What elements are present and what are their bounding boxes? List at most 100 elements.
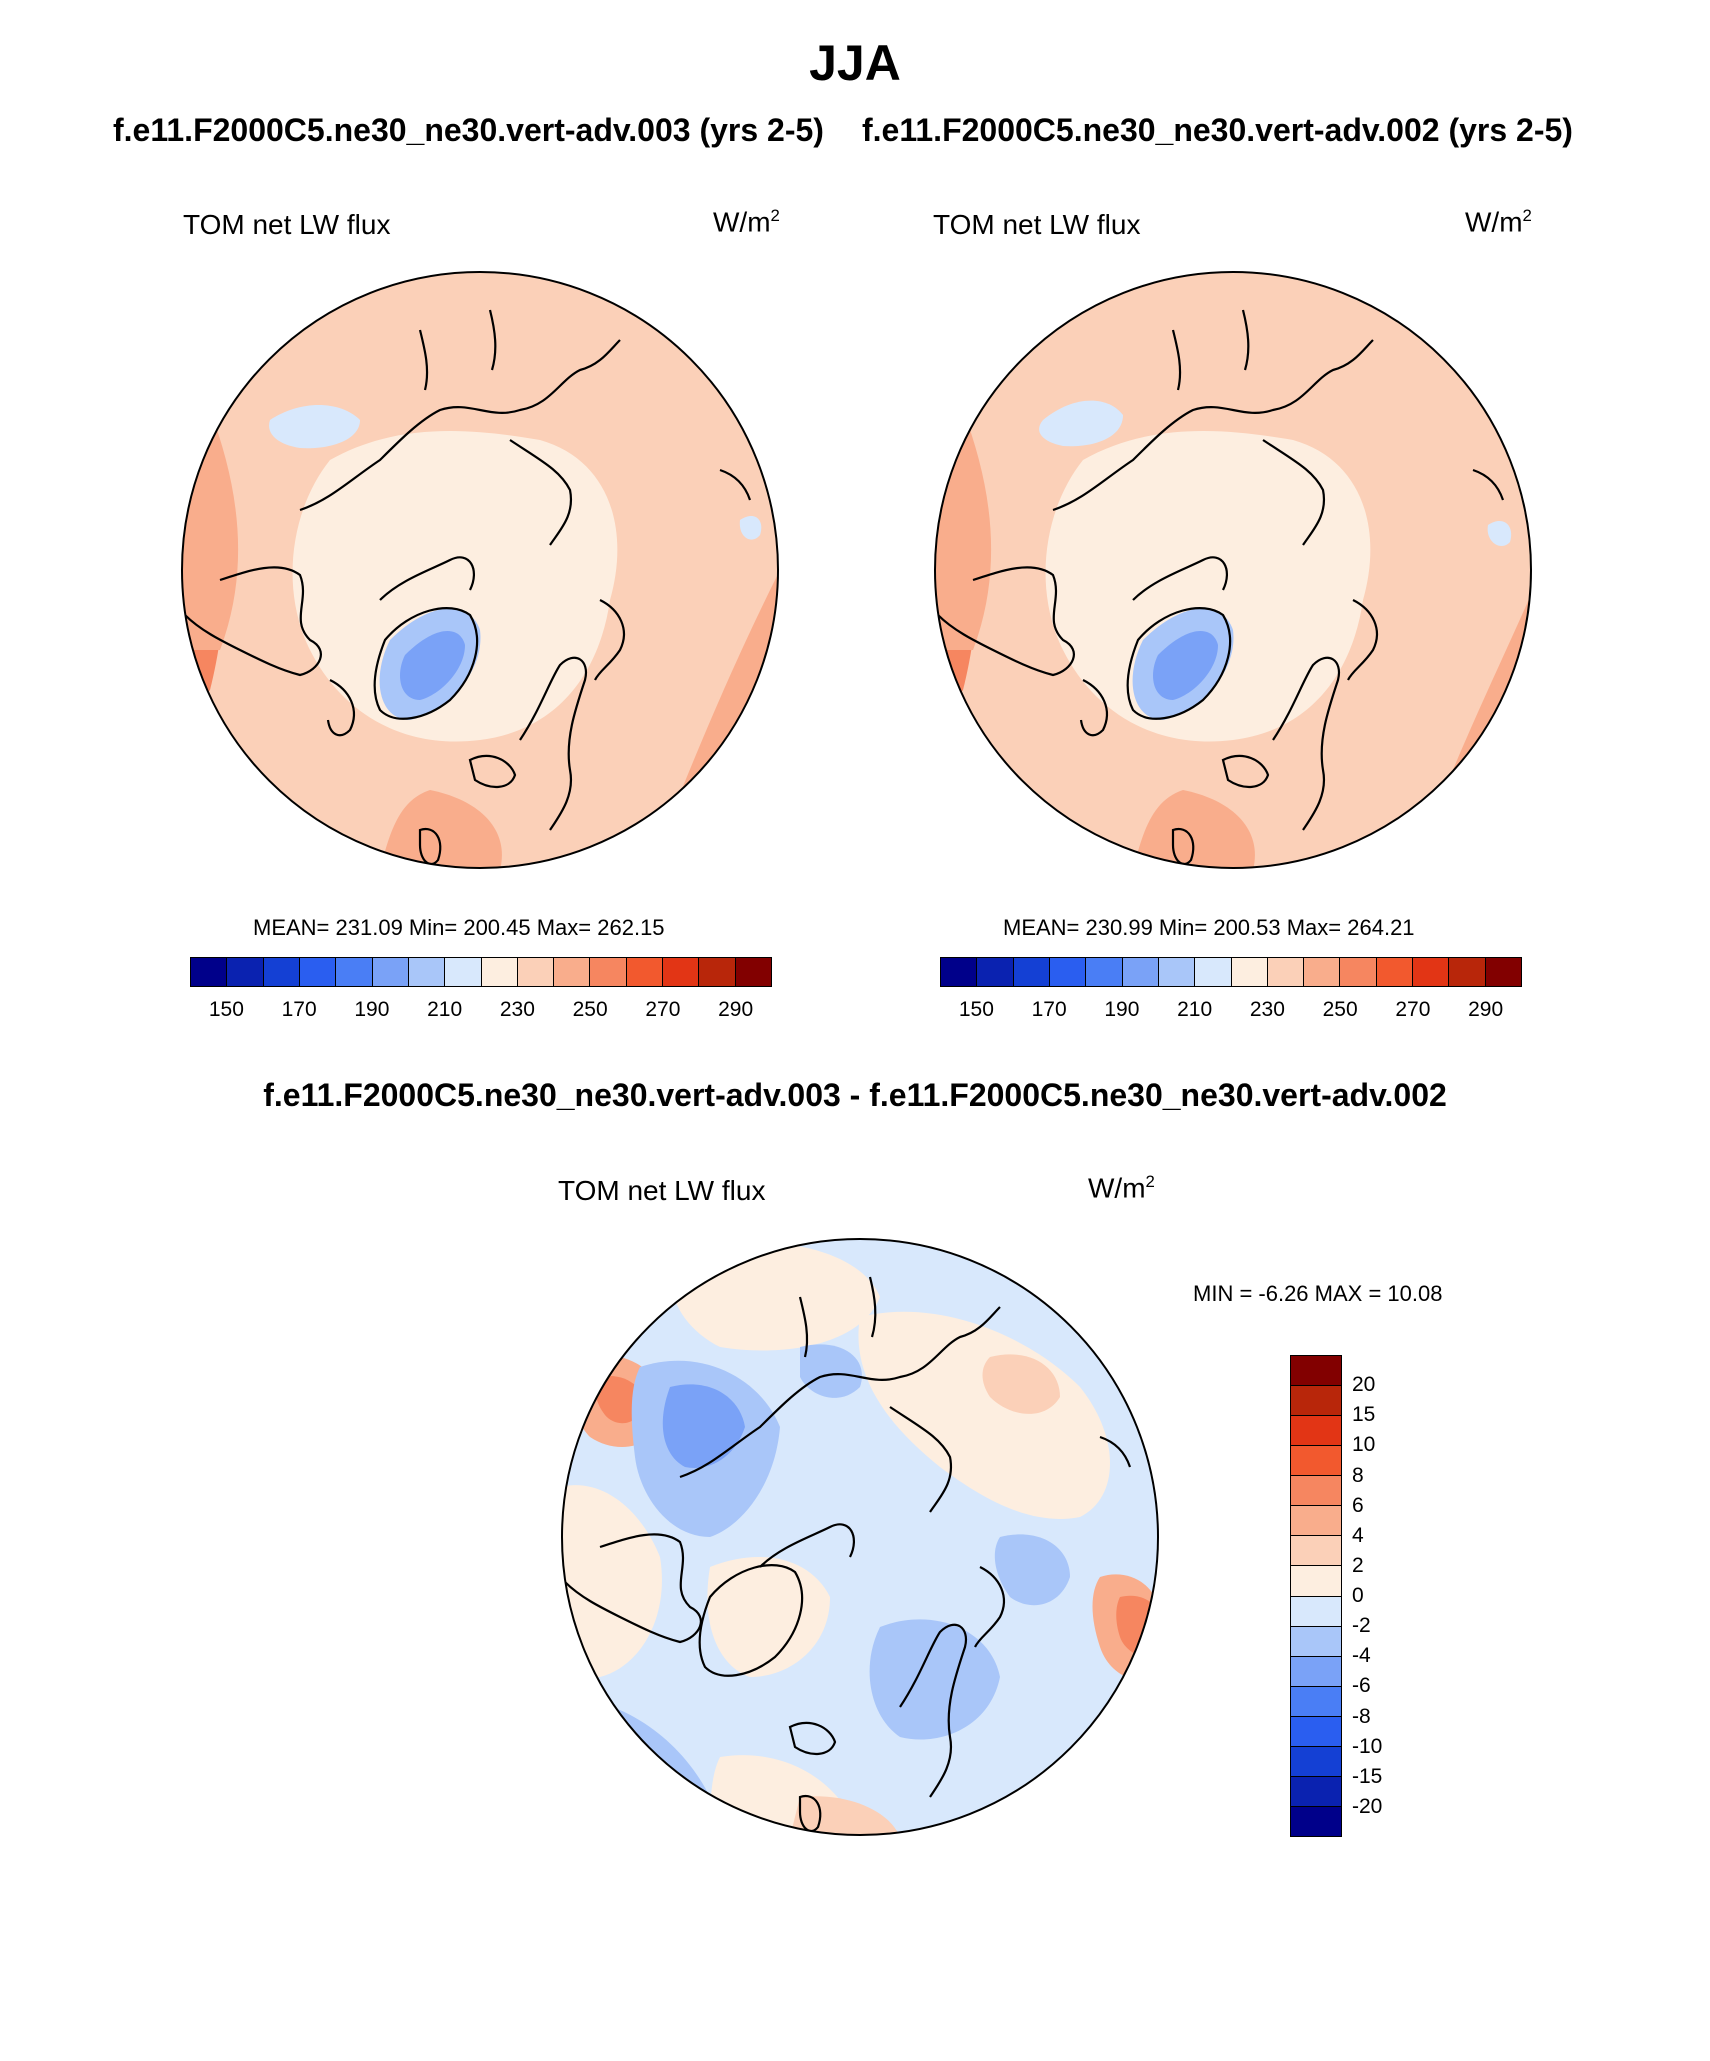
panel2-siberia-cool (1039, 400, 1123, 447)
panel3-map-border (561, 1238, 1159, 1836)
panel2-variable-label: TOM net LW flux (933, 209, 1141, 240)
panel3-colorbar-ticks: 20 15 10 8 6 4 2 0 -2 -4 -6 -8 -10 -15 -20 (1352, 1355, 1432, 1837)
panel2-colorbar (940, 957, 1522, 987)
colorbar-tick-label: -6 (1352, 1674, 1371, 1698)
colorbar-swatch (977, 958, 1014, 986)
colorbar-tick-label: 230 (499, 998, 535, 1021)
colorbar-swatch (1413, 958, 1450, 986)
difference-title: f.e11.F2000C5.ne30_ne30.vert-adv.003 - f… (263, 1077, 1447, 1113)
colorbar-swatch (1291, 1656, 1341, 1687)
colorbar-swatch (1049, 958, 1087, 986)
colorbar-swatch (1291, 1386, 1341, 1417)
colorbar-tick-label: 4 (1352, 1523, 1364, 1547)
panel3-colorbar (1290, 1355, 1342, 1837)
right-case-title: f.e11.F2000C5.ne30_ne30.vert-adv.002 (yr… (862, 112, 1573, 148)
colorbar-swatch (1291, 1626, 1341, 1657)
colorbar-swatch (1231, 958, 1268, 986)
colorbar-swatch (1122, 958, 1159, 986)
colorbar-swatch (263, 958, 300, 986)
colorbar-tick-label: 290 (718, 998, 754, 1021)
panel2-colorbar-ticks: 150 170 190 210 230 250 270 290 (940, 998, 1522, 1028)
colorbar-swatch (336, 958, 373, 986)
colorbar-swatch (554, 958, 591, 986)
colorbar-swatch (191, 958, 228, 986)
colorbar-swatch (1376, 958, 1414, 986)
panel1-europe-warm (380, 790, 502, 868)
panel1-coastlines (184, 309, 752, 866)
colorbar-swatch (1291, 1716, 1341, 1747)
colorbar-swatch (1291, 1686, 1341, 1717)
colorbar-tick-label: -2 (1352, 1614, 1371, 1638)
panel3-canada-cold (662, 1384, 745, 1468)
panel1-colorbar (190, 957, 772, 987)
colorbar-tick-label: 0 (1352, 1584, 1364, 1607)
colorbar-tick-label: 210 (1177, 998, 1213, 1021)
colorbar-swatch (735, 958, 771, 986)
colorbar-tick-label: -20 (1352, 1794, 1383, 1818)
colorbar-swatch (1195, 958, 1232, 986)
colorbar-swatch (1291, 1476, 1341, 1507)
panel2-greenland-cold (1153, 631, 1218, 700)
panel2-map-border (934, 271, 1532, 869)
colorbar-swatch (1086, 958, 1123, 986)
colorbar-swatch (1158, 958, 1196, 986)
colorbar-tick-label: 10 (1352, 1433, 1376, 1457)
colorbar-swatch (663, 958, 700, 986)
colorbar-swatch (699, 958, 736, 986)
panel1-siberia-cool (269, 405, 360, 449)
colorbar-tick-label: 270 (645, 998, 681, 1021)
colorbar-tick-label: -15 (1352, 1764, 1383, 1788)
colorbar-tick-label: 150 (958, 998, 994, 1021)
colorbar-swatch (372, 958, 409, 986)
panel1-greenland-cold (400, 631, 465, 700)
panel3-pacific-warm (858, 1311, 1110, 1519)
colorbar-swatch (1291, 1746, 1341, 1777)
colorbar-tick-label: 170 (281, 998, 317, 1021)
panel2-units: W/m2 (1465, 206, 1532, 238)
colorbar-tick-label: -4 (1352, 1644, 1371, 1668)
colorbar-tick-label: 20 (1352, 1373, 1376, 1397)
colorbar-swatch (1485, 958, 1521, 986)
panel3-variable-label: TOM net LW flux (558, 1175, 766, 1206)
colorbar-swatch (1291, 1596, 1341, 1627)
colorbar-tick-label: 190 (354, 998, 390, 1021)
colorbar-swatch (1291, 1566, 1341, 1597)
panel2-arctic-core (1045, 431, 1371, 742)
panel3-units: W/m2 (1088, 1172, 1155, 1204)
colorbar-tick-label: 170 (1031, 998, 1067, 1021)
colorbar-swatch (1291, 1806, 1341, 1836)
colorbar-swatch (481, 958, 518, 986)
colorbar-swatch (1291, 1536, 1341, 1567)
colorbar-swatch (445, 958, 482, 986)
panel3-europe-cool (869, 1619, 1000, 1740)
panel3-east-cool (994, 1534, 1070, 1606)
colorbar-tick-label: 250 (572, 998, 608, 1021)
panel1-colorbar-ticks: 150 170 190 210 230 250 270 290 (190, 998, 772, 1028)
colorbar-tick-label: 6 (1352, 1493, 1364, 1517)
panel1-units: W/m2 (713, 206, 780, 238)
colorbar-tick-label: -10 (1352, 1734, 1383, 1758)
panel1-polar-map (181, 271, 779, 869)
left-case-title: f.e11.F2000C5.ne30_ne30.vert-adv.003 (yr… (113, 112, 824, 148)
colorbar-swatch (941, 958, 978, 986)
panel3-pacific-warm2 (982, 1354, 1060, 1414)
colorbar-tick-label: 2 (1352, 1553, 1364, 1577)
colorbar-swatch (1291, 1506, 1341, 1537)
panel1-stats: MEAN= 231.09 Min= 200.45 Max= 262.15 (253, 915, 665, 940)
panel1-pacific-cool (739, 515, 762, 540)
colorbar-swatch (1449, 958, 1486, 986)
colorbar-swatch (1291, 1416, 1341, 1447)
panel3-stats: MIN = -6.26 MAX = 10.08 (1193, 1281, 1443, 1306)
colorbar-swatch (299, 958, 337, 986)
colorbar-swatch (1291, 1446, 1341, 1477)
colorbar-tick-label: 8 (1352, 1463, 1364, 1487)
panel3-polar-map (561, 1238, 1159, 1836)
colorbar-swatch (1340, 958, 1377, 986)
colorbar-swatch (1013, 958, 1050, 986)
colorbar-swatch (517, 958, 555, 986)
panel2-polar-map (934, 271, 1532, 869)
colorbar-tick-label: 210 (427, 998, 463, 1021)
colorbar-swatch (1304, 958, 1341, 986)
colorbar-tick-label: -8 (1352, 1704, 1371, 1728)
panel3-arctic-cool (800, 1344, 862, 1398)
